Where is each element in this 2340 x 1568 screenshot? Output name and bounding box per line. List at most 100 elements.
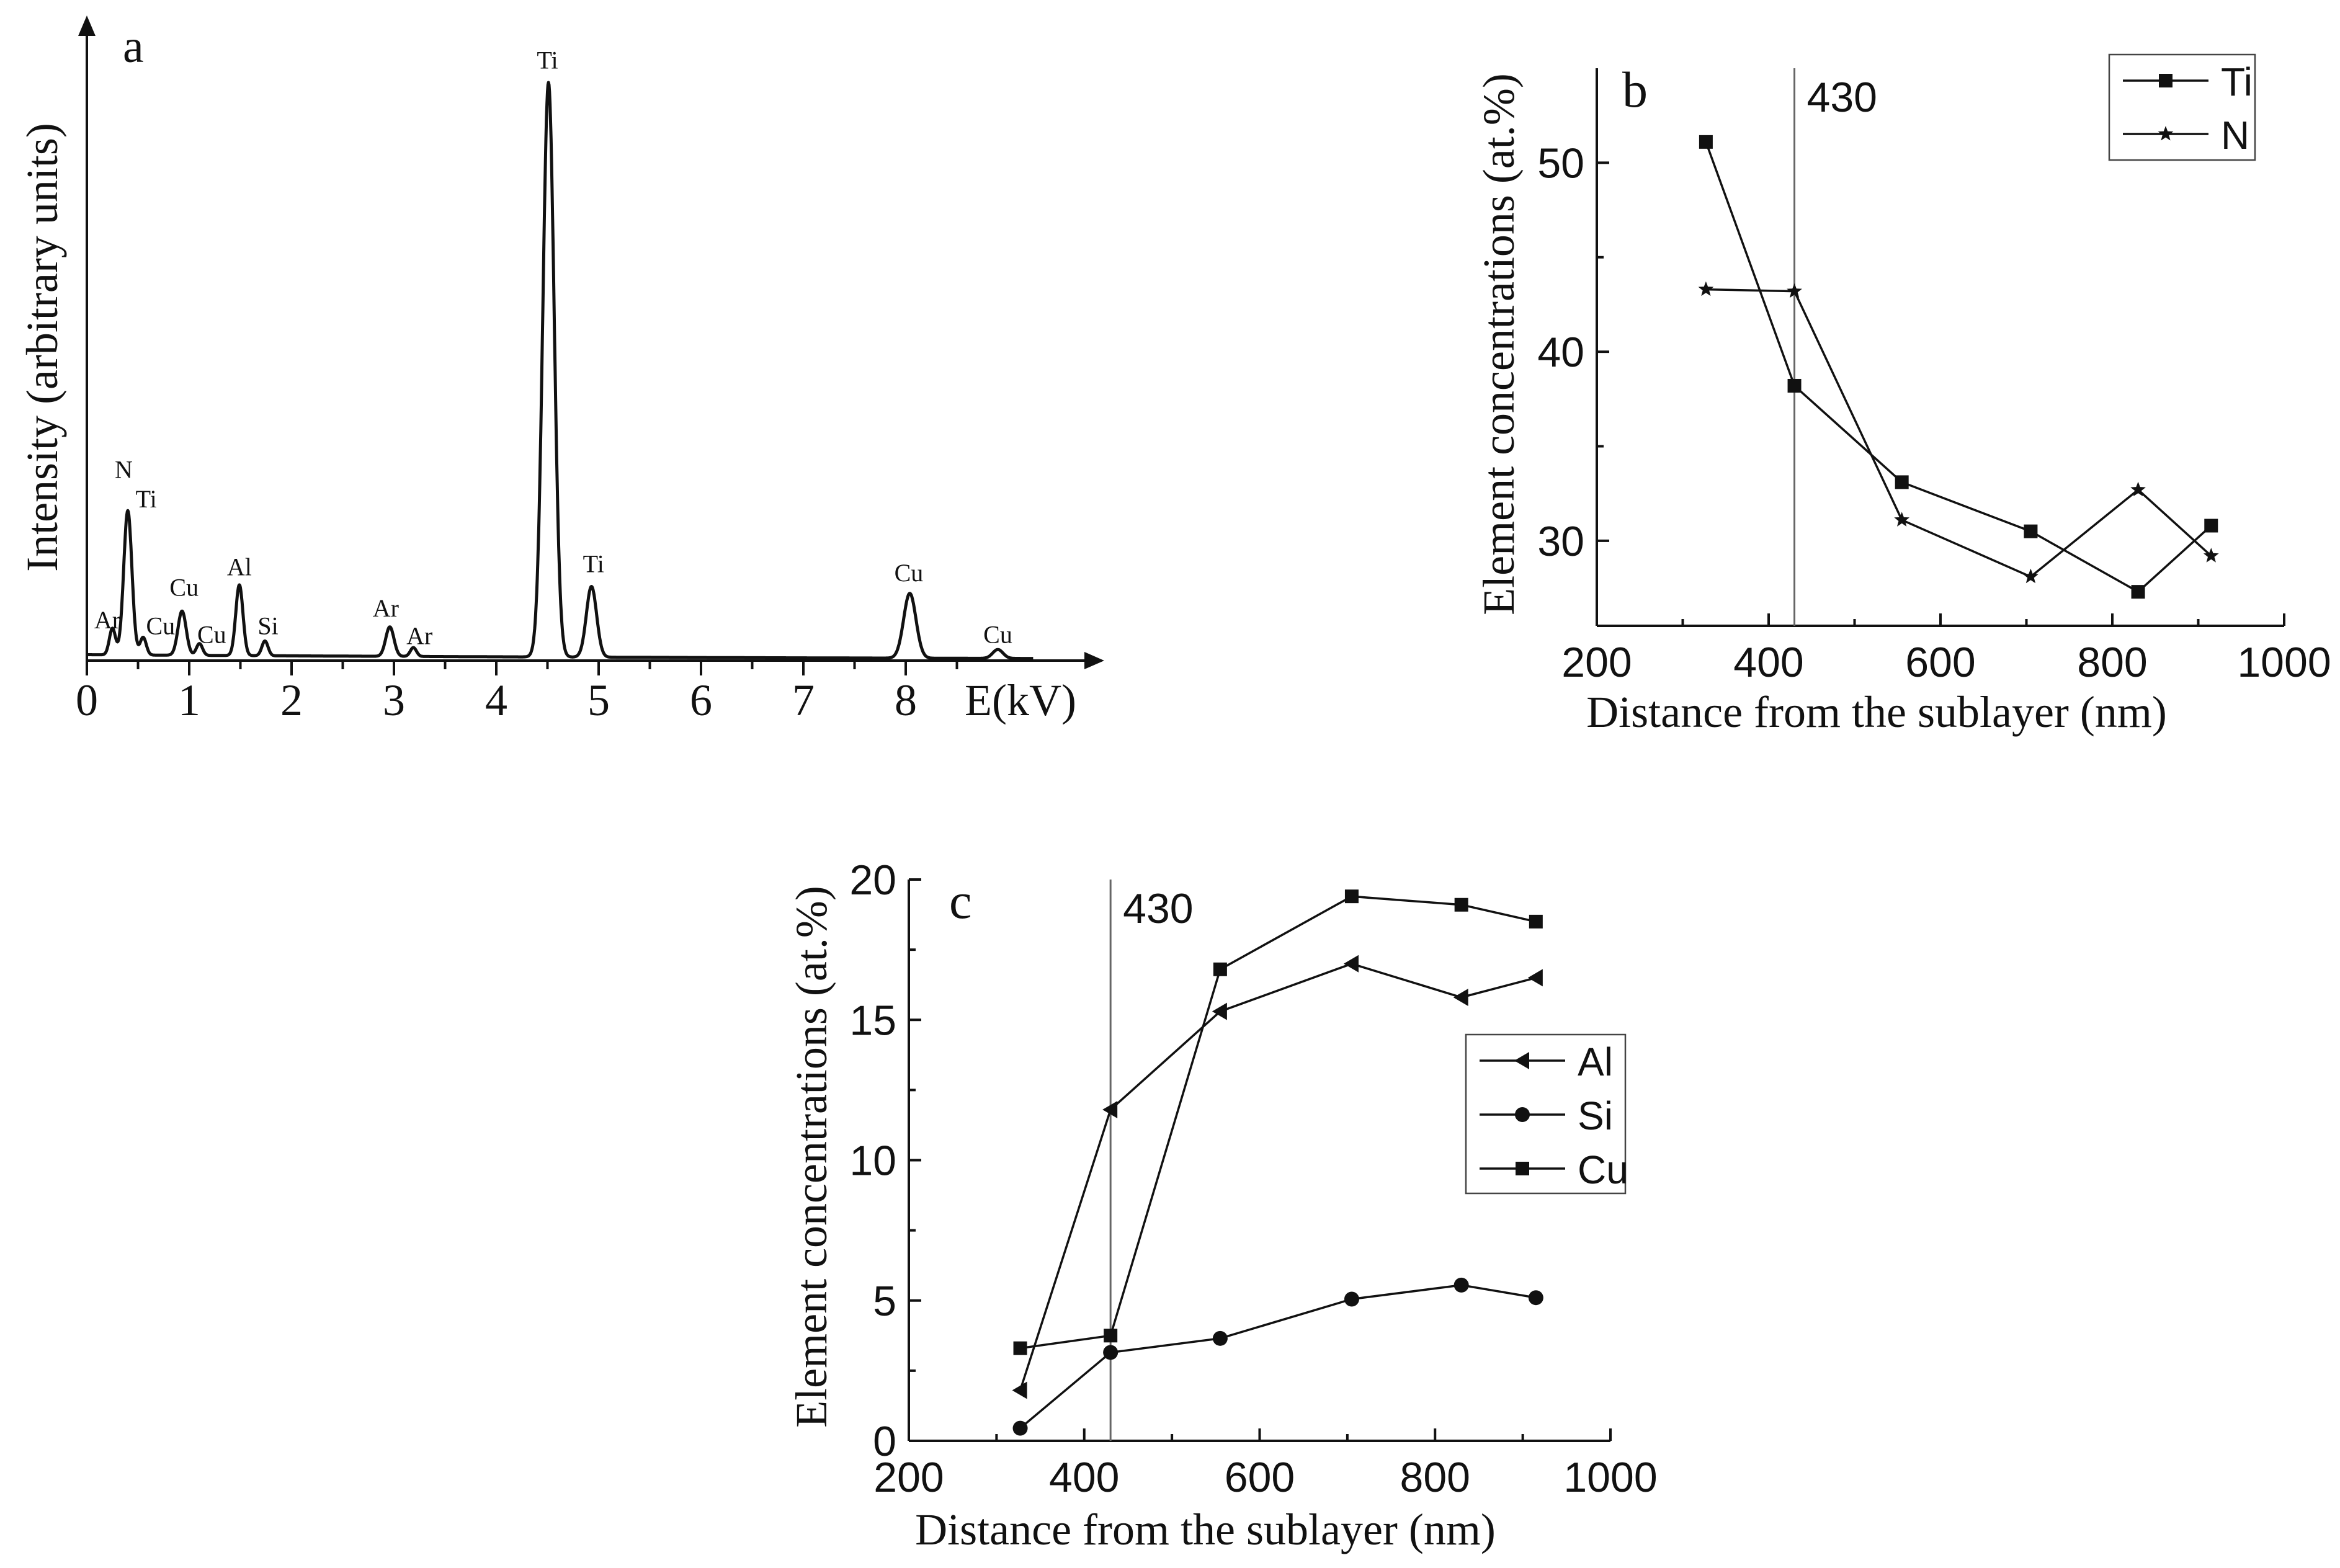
panel-a-peak-label: Al xyxy=(227,553,252,581)
panel-c-series-cu-point xyxy=(1529,914,1543,929)
panel-c-legend-si-marker xyxy=(1515,1107,1530,1122)
panel-b-series-n-line xyxy=(1705,288,2212,578)
panel-c-series-si-point xyxy=(1454,1277,1469,1293)
panel-c-reference-label: 430 xyxy=(1123,885,1193,932)
panel-a-peak-label: Ti xyxy=(136,485,157,513)
panel-b-series-ti-point xyxy=(1699,135,1713,149)
panel-a-x-tick-label: 3 xyxy=(383,675,405,725)
panel-a-spectrum xyxy=(86,81,1035,661)
panel-a-peak-label: Ti xyxy=(537,46,558,74)
panel-b-reference-label: 430 xyxy=(1807,74,1877,121)
panel-c-legend-si-label: Si xyxy=(1578,1094,1613,1138)
panel-c-x-tick-label: 600 xyxy=(1225,1454,1295,1501)
panel-a-y-axis-arrow xyxy=(78,16,96,36)
panel-b-series-ti-point xyxy=(1787,378,1802,393)
panel-b-plot: 200 400 600 800 1000 30 40 50 430 Ti N xyxy=(1537,53,2331,686)
panel-a-peak-label: Cu xyxy=(983,621,1012,649)
panel-c-series-al-point xyxy=(1453,989,1468,1007)
panel-c-label: c xyxy=(949,873,971,929)
panel-a-label: a xyxy=(123,20,144,73)
panel-c-series-cu-point xyxy=(1454,898,1468,912)
panel-a-x-tick-label: 8 xyxy=(895,675,917,725)
panel-c-series-si-point xyxy=(1012,1420,1028,1436)
panel-c-legend-al-label: Al xyxy=(1578,1040,1613,1084)
panel-b-x-tick-label: 400 xyxy=(1733,639,1803,686)
panel-a-x-ticks: 0 1 2 3 4 5 6 7 8 xyxy=(76,661,958,725)
panel-b-ylabel-text: Element concentrations (at.%) xyxy=(1474,73,1524,615)
panel-c-ylabel: Element concentrations (at.%) xyxy=(787,886,836,1428)
panel-c-ylabel-text: Element concentrations (at.%) xyxy=(787,886,836,1428)
panel-b-series-n-point xyxy=(1894,512,1909,527)
panel-a-x-tick-label: 2 xyxy=(280,675,303,725)
panel-c-series-si-line xyxy=(1019,1284,1537,1429)
panel-a-peak-label: Cu xyxy=(197,621,226,649)
panel-a-x-tick-label: 5 xyxy=(587,675,610,725)
panel-c-series-cu-point xyxy=(1013,1341,1027,1355)
panel-a-x-tick-label: 6 xyxy=(690,675,712,725)
panel-a-axes xyxy=(78,16,1104,669)
panel-a-peak-label: Cu xyxy=(169,574,199,602)
panel-b-legend-ti-label: Ti xyxy=(2221,60,2253,104)
panel-c-series-al-point xyxy=(1527,969,1543,987)
panel-c-series-al-line xyxy=(1019,962,1537,1391)
panel-a-peak-label: Ti xyxy=(583,550,604,578)
panel-b-label: b xyxy=(1622,61,1648,118)
panel-c-y-tick-label: 10 xyxy=(849,1138,896,1185)
panel-a-peak-label: Ar xyxy=(373,594,399,622)
panel-b-series-n-point xyxy=(2130,481,2146,497)
panel-c-series-al-point xyxy=(1343,955,1359,973)
panel-c-series-al-point xyxy=(1102,1101,1118,1119)
panel-a-ylabel: Intensity (arbitrary units) xyxy=(17,123,67,572)
panel-c-x-tick-label: 400 xyxy=(1049,1454,1119,1501)
panel-a-peak-label: Ar xyxy=(94,606,120,634)
panel-c-series-cu-point xyxy=(1344,889,1359,904)
panel-b-series-n-point xyxy=(2203,548,2219,563)
panel-b-series-ti-point xyxy=(2204,519,2218,533)
panel-a-x-tick-label: 7 xyxy=(792,675,815,725)
panel-c-y-tick-label: 15 xyxy=(849,997,896,1044)
panel-c-x-tick-label: 1000 xyxy=(1563,1454,1657,1501)
panel-c-series-cu-point xyxy=(1213,962,1227,976)
panel-b-series-ti-line xyxy=(1705,141,2212,594)
panel-b-legend-n-label: N xyxy=(2221,113,2249,158)
panel-c-x-tick-label: 800 xyxy=(1400,1454,1470,1501)
panel-c-series-cu-line xyxy=(1020,895,1537,1350)
panel-b-series-ti-point xyxy=(2131,585,2145,599)
panel-a-x-tick-label: 0 xyxy=(76,675,98,725)
panel-b-ti-n-profile: b Element concentrations (at.%) Distance… xyxy=(1474,53,2331,737)
panel-c-series-al-point xyxy=(1012,1381,1027,1399)
panel-a-peak-label: Cu xyxy=(146,612,175,639)
panel-b-xlabel: Distance from the sublayer (nm) xyxy=(1586,687,2167,737)
panel-b-x-tick-label: 200 xyxy=(1561,639,1632,686)
panel-c-legend-cu-marker xyxy=(1516,1162,1529,1175)
panel-c-x-tick-label: 200 xyxy=(873,1454,944,1501)
panel-b-legend-ti-marker xyxy=(2159,74,2173,87)
panel-a-ylabel-text: Intensity (arbitrary units) xyxy=(17,123,67,572)
panel-c-legend-cu-label: Cu xyxy=(1578,1147,1628,1192)
panel-b-x-tick-label: 1000 xyxy=(2237,639,2331,686)
panel-b-y-tick-label: 30 xyxy=(1537,518,1584,565)
panel-b-legend-n-marker xyxy=(2158,126,2174,141)
panel-b-series-n-point xyxy=(1698,281,1714,296)
panel-a-x-tick-label: 1 xyxy=(178,675,200,725)
panel-c-series-al-point xyxy=(1212,1002,1227,1020)
panel-b-series-n-point xyxy=(2023,568,2039,584)
panel-c-series-si-point xyxy=(1103,1345,1119,1360)
panel-b-y-tick-label: 50 xyxy=(1537,140,1584,187)
panel-c-y-tick-label: 20 xyxy=(849,857,896,904)
panel-c-legend-al-marker xyxy=(1514,1052,1529,1069)
panel-a-xlabel: E(kV) xyxy=(965,675,1076,725)
panel-c-series-si-point xyxy=(1212,1330,1228,1346)
panel-b-x-tick-label: 600 xyxy=(1905,639,1975,686)
panel-a-peak-label: N xyxy=(115,456,133,484)
panel-a-x-tick-label: 4 xyxy=(485,675,507,725)
panel-b-x-tick-label: 800 xyxy=(2077,639,2147,686)
panel-b-y-tick-label: 40 xyxy=(1537,329,1584,376)
panel-c-series-si-point xyxy=(1344,1291,1359,1307)
panel-c-series-cu-point xyxy=(1104,1329,1118,1343)
panel-c-plot: 200 400 600 800 1000 0 5 10 15 20 430 Al Si Cu xyxy=(849,857,1657,1501)
panel-a-x-axis-arrow xyxy=(1084,652,1104,669)
panel-b-series-n-point xyxy=(1787,283,1802,298)
